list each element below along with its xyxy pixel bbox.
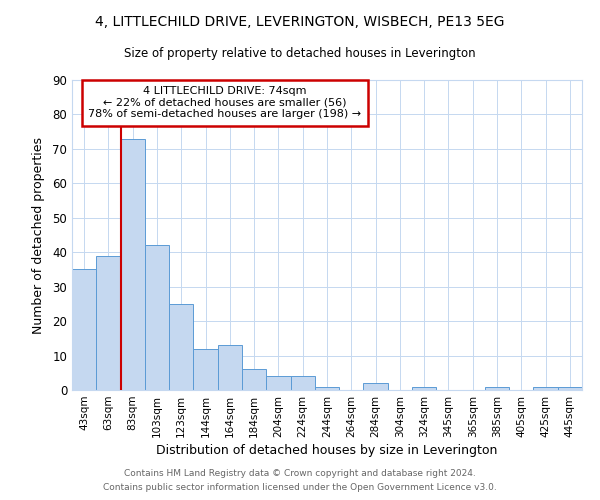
Bar <box>72 270 96 390</box>
Bar <box>96 256 121 390</box>
Bar <box>290 376 315 390</box>
Text: Contains HM Land Registry data © Crown copyright and database right 2024.: Contains HM Land Registry data © Crown c… <box>124 468 476 477</box>
Text: 4 LITTLECHILD DRIVE: 74sqm
← 22% of detached houses are smaller (56)
78% of semi: 4 LITTLECHILD DRIVE: 74sqm ← 22% of deta… <box>88 86 362 120</box>
Bar <box>242 370 266 390</box>
Bar <box>412 386 436 390</box>
Bar <box>558 386 582 390</box>
Bar <box>193 348 218 390</box>
Bar <box>121 138 145 390</box>
Bar <box>533 386 558 390</box>
Bar <box>364 383 388 390</box>
Bar <box>485 386 509 390</box>
Text: Size of property relative to detached houses in Leverington: Size of property relative to detached ho… <box>124 48 476 60</box>
Y-axis label: Number of detached properties: Number of detached properties <box>32 136 46 334</box>
X-axis label: Distribution of detached houses by size in Leverington: Distribution of detached houses by size … <box>157 444 497 457</box>
Bar <box>218 345 242 390</box>
Bar <box>169 304 193 390</box>
Text: Contains public sector information licensed under the Open Government Licence v3: Contains public sector information licen… <box>103 484 497 492</box>
Bar <box>145 246 169 390</box>
Bar <box>315 386 339 390</box>
Text: 4, LITTLECHILD DRIVE, LEVERINGTON, WISBECH, PE13 5EG: 4, LITTLECHILD DRIVE, LEVERINGTON, WISBE… <box>95 15 505 29</box>
Bar <box>266 376 290 390</box>
